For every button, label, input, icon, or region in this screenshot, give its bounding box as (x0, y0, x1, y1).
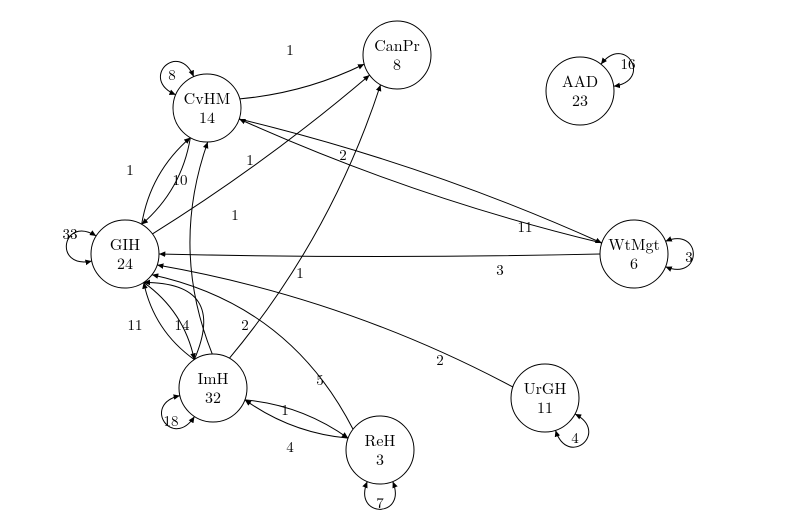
node-value-gih: 24 (117, 251, 133, 274)
edge-label: 1 (246, 149, 254, 170)
edge-label: 14 (174, 314, 190, 335)
edge-wtmgt-cvhm (239, 119, 602, 243)
self-loop-label-cvhm: 8 (168, 64, 176, 85)
edge-label: 1 (286, 39, 294, 60)
node-value-urgh: 11 (537, 395, 553, 418)
edge-cvhm-canpr (240, 64, 365, 99)
edge-cvhm-wtmgt (239, 119, 602, 243)
node-value-cvhm: 14 (199, 105, 215, 128)
self-loop-label-wtmgt: 3 (685, 246, 693, 267)
edge-label: 11 (517, 216, 532, 237)
edge-label: 2 (436, 349, 444, 370)
edge-label: 4 (286, 436, 294, 457)
self-loop-label-aad: 16 (620, 53, 635, 74)
self-loop-label-urgh: 4 (571, 427, 579, 448)
node-value-imh: 32 (205, 385, 221, 408)
self-loop-label-gih: 33 (62, 223, 77, 244)
edge-label: 1 (281, 399, 289, 420)
edge-label: 1 (296, 262, 304, 283)
edge-label: 10 (172, 169, 187, 190)
edge-label: 1 (126, 159, 134, 180)
node-value-wtmgt: 6 (630, 251, 638, 274)
edge-label: 2 (339, 144, 347, 165)
edge-label: 5 (316, 369, 324, 390)
node-value-aad: 23 (572, 88, 588, 111)
edge-imh-reh (245, 400, 348, 438)
self-loop-label-imh: 18 (163, 410, 178, 431)
node-value-reh: 3 (376, 447, 384, 470)
edge-imh-cvhm (190, 142, 212, 354)
self-loop-label-reh: 7 (376, 492, 384, 513)
edge-wtmgt-gih (159, 254, 600, 257)
edge-label: 3 (496, 259, 504, 280)
edge-label: 2 (241, 314, 249, 335)
node-value-canpr: 8 (393, 52, 401, 75)
edge-label: 11 (127, 314, 142, 335)
edge-imh-canpr (229, 85, 380, 358)
edge-reh-gih (152, 275, 353, 430)
edge-label: 1 (231, 204, 239, 225)
edge-reh-imh (245, 400, 348, 438)
